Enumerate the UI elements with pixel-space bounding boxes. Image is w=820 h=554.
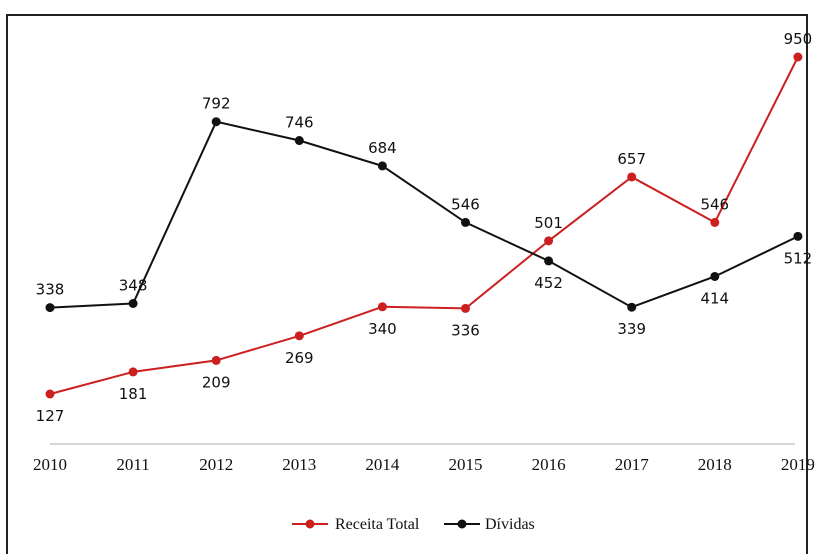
receita-data-label: 657: [617, 150, 646, 168]
x-tick-label: 2019: [781, 455, 815, 474]
dividas-data-label: 792: [202, 95, 231, 113]
receita-point: [128, 367, 138, 377]
receita-point: [45, 389, 55, 399]
line-chart: 127 181 209 269 340 336 501 657 546 950 338 348 792 7…: [33, 30, 815, 533]
x-tick-label: 2010: [33, 455, 67, 474]
x-tick-label: 2014: [365, 455, 400, 474]
receita-data-label: 501: [534, 214, 563, 232]
dividas-point: [627, 302, 637, 312]
receita-point: [793, 52, 803, 62]
x-tick-label: 2011: [116, 455, 149, 474]
legend-receita-marker: [305, 519, 315, 529]
receita-data-label: 950: [784, 30, 813, 48]
dividas-point: [45, 303, 55, 313]
dividas-data-label: 746: [285, 114, 314, 132]
receita-point: [211, 355, 221, 365]
receita-data-label: 336: [451, 321, 480, 339]
x-tick-label: 2013: [282, 455, 316, 474]
dividas-data-label: 338: [36, 281, 65, 299]
x-tick-label: 2018: [698, 455, 732, 474]
receita-point: [294, 331, 304, 341]
legend-dividas-marker: [457, 519, 467, 529]
x-tick-label: 2015: [449, 455, 483, 474]
legend-receita-label: Receita Total: [335, 516, 420, 533]
x-tick-label: 2016: [532, 455, 566, 474]
dividas-point: [377, 161, 387, 171]
dividas-point: [294, 136, 304, 146]
legend-dividas-label: Dívidas: [485, 516, 535, 533]
dividas-data-label: 348: [119, 277, 148, 295]
receita-data-label: 340: [368, 320, 397, 338]
receita-point: [377, 302, 387, 312]
chart-frame: [6, 14, 808, 554]
dividas-point: [211, 117, 221, 127]
x-tick-label: 2012: [199, 455, 233, 474]
dividas-data-label: 512: [784, 249, 813, 267]
receita-point: [544, 236, 554, 246]
dividas-data-label: 339: [617, 320, 646, 338]
dividas-point: [793, 231, 803, 241]
x-tick-label: 2017: [615, 455, 650, 474]
dividas-point: [128, 299, 138, 309]
receita-data-label: 546: [700, 195, 729, 213]
dividas-point: [461, 217, 470, 227]
dividas-point: [710, 271, 720, 281]
receita-point: [710, 217, 720, 227]
dividas-data-label: 414: [700, 289, 729, 307]
receita-data-label: 181: [119, 385, 148, 403]
dividas-data-label: 546: [451, 195, 480, 213]
receita-data-label: 269: [285, 349, 314, 367]
dividas-data-label: 684: [368, 139, 397, 157]
dividas-line: [49, 120, 799, 309]
dividas-data-label: 452: [534, 274, 563, 292]
receita-point: [627, 172, 637, 182]
dividas-point: [544, 256, 554, 266]
receita-data-label: 209: [202, 373, 231, 391]
receita-point: [461, 303, 470, 313]
receita-data-label: 127: [36, 407, 65, 425]
legend: Receita Total Dívidas: [292, 516, 535, 533]
receita-line: [49, 56, 799, 395]
